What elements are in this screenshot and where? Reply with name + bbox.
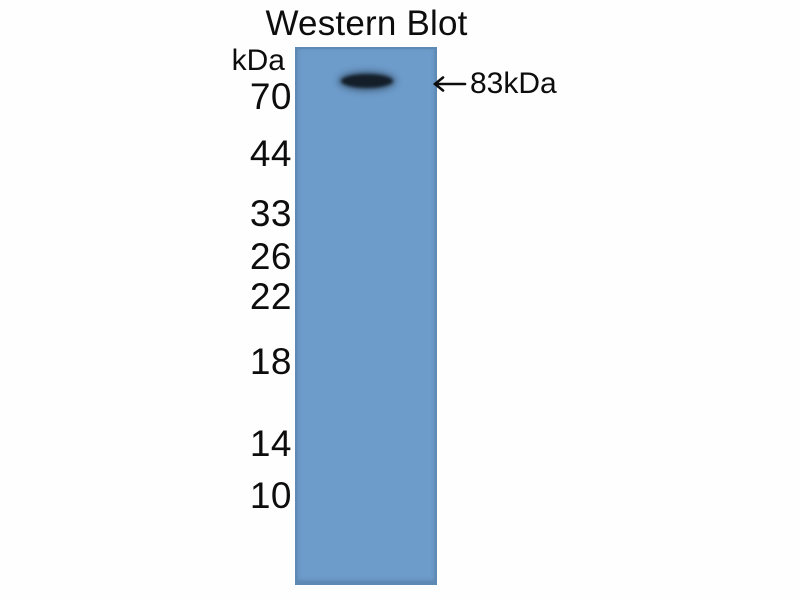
marker-column: 70 44 33 26 22 18 14 10 [0, 0, 292, 600]
marker-label-44: 44 [249, 133, 292, 174]
blot-lane [295, 47, 437, 585]
marker-label-10: 10 [249, 475, 292, 516]
band-annotation: 83kDa [432, 67, 557, 100]
marker-label-22: 22 [249, 276, 292, 317]
left-arrow-icon [432, 76, 467, 92]
protein-band [341, 74, 393, 88]
marker-label-26: 26 [249, 236, 292, 277]
band-annotation-label: 83kDa [470, 67, 557, 100]
kda-unit-label: kDa [231, 44, 285, 77]
marker-label-70: 70 [249, 76, 292, 117]
marker-label-14: 14 [249, 423, 292, 464]
figure-title: Western Blot [265, 4, 468, 43]
marker-label-33: 33 [249, 193, 292, 234]
marker-label-18: 18 [249, 341, 292, 382]
